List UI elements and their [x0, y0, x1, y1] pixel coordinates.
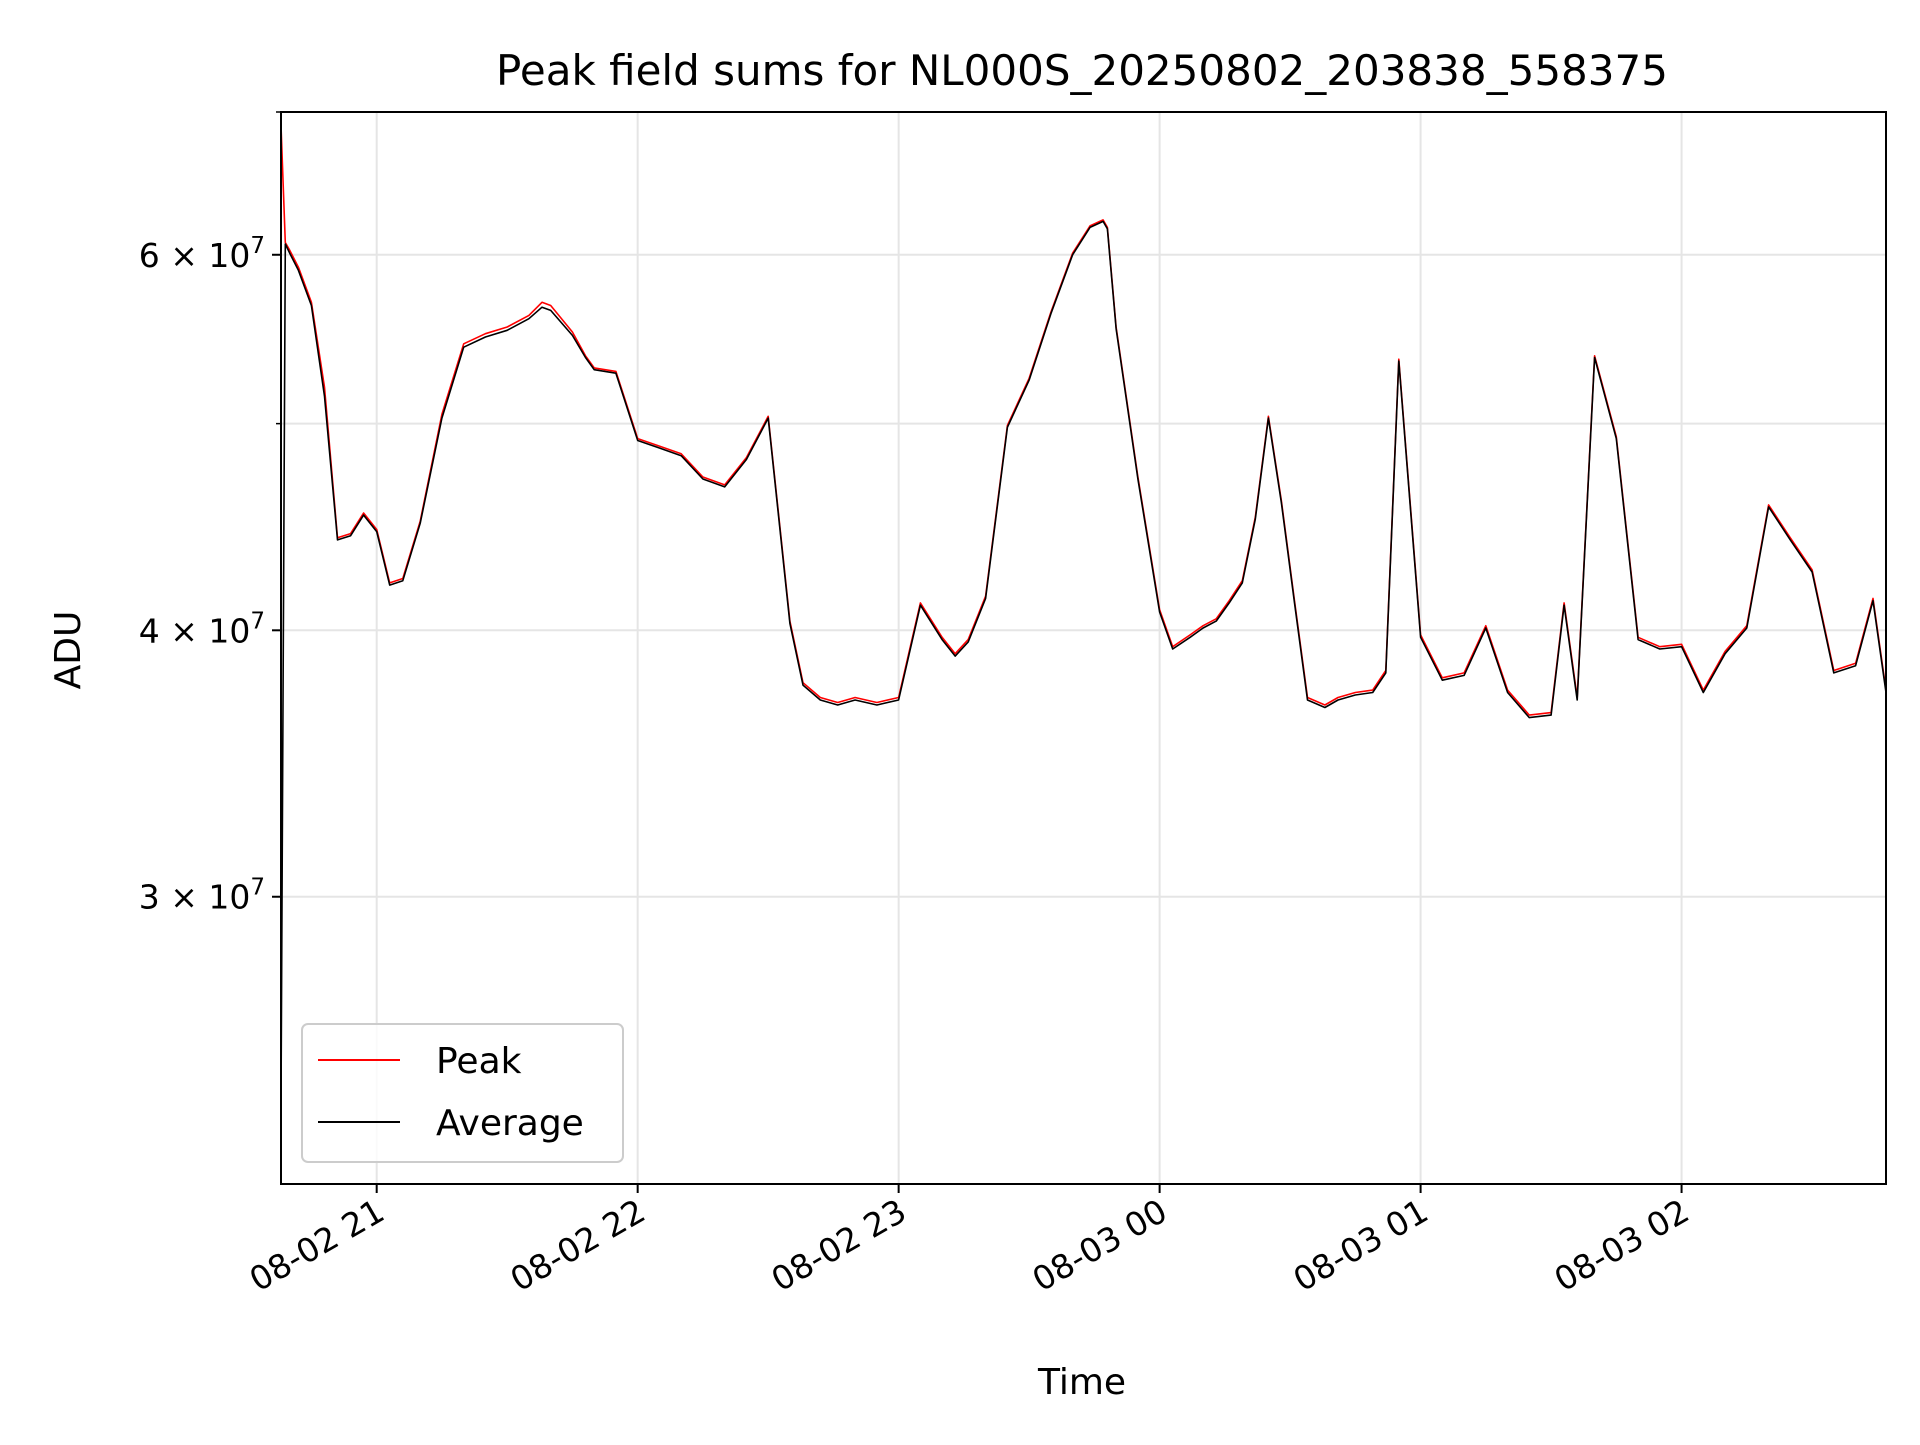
legend-box [301, 1023, 624, 1163]
legend-label-average: Average [436, 1103, 584, 1144]
legend-label-peak: Peak [436, 1041, 522, 1082]
y-tick-label: 3 × 107 [139, 875, 265, 917]
legend: Peak Average [301, 1023, 624, 1163]
x-axis-label: Time [1037, 1362, 1126, 1403]
plot-area-frame [280, 111, 1887, 1185]
y-tick-label: 6 × 107 [139, 233, 265, 275]
y-tick-label: 4 × 107 [139, 608, 265, 650]
series-line-average [280, 220, 1887, 1104]
chart-title: Peak field sums for NL000S_20250802_2038… [496, 46, 1668, 95]
y-axis-label: ADU [48, 611, 89, 690]
y-axis: 3 × 107 4 × 107 6 × 107 [139, 111, 281, 917]
series-lines [280, 125, 1887, 1104]
